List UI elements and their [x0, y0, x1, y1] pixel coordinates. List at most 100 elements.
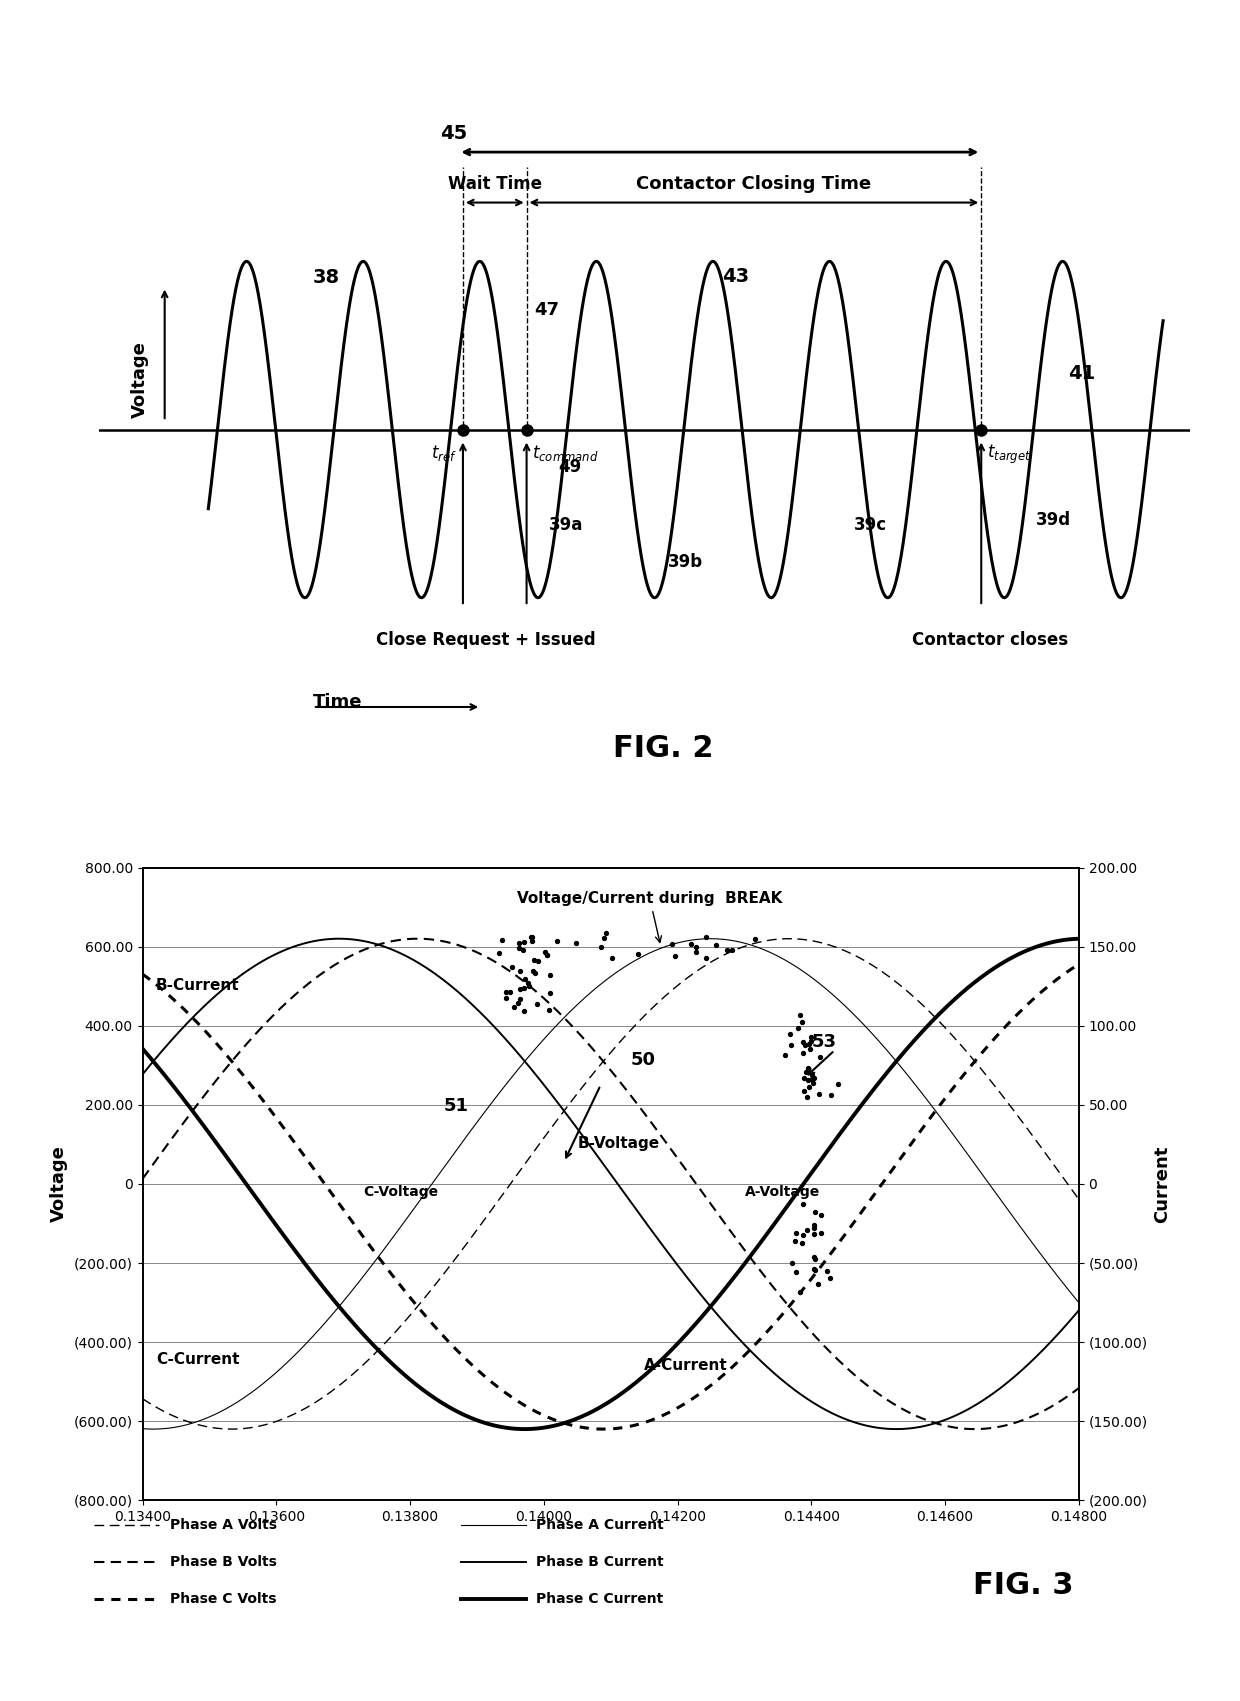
Point	[527, 990, 547, 1017]
Point	[805, 1245, 825, 1272]
Point	[696, 924, 715, 951]
Point	[801, 1065, 821, 1092]
Point	[794, 1027, 813, 1055]
Text: $t_{ref}$: $t_{ref}$	[430, 444, 456, 463]
Text: A-Voltage: A-Voltage	[744, 1186, 820, 1199]
Point	[801, 1024, 821, 1051]
Point	[797, 1067, 817, 1094]
Point	[811, 1203, 831, 1230]
Text: 53: 53	[811, 1034, 836, 1051]
Point	[528, 947, 548, 975]
Point	[805, 1255, 825, 1283]
Text: Voltage/Current during  BREAK: Voltage/Current during BREAK	[517, 891, 782, 942]
Text: 50: 50	[631, 1051, 656, 1070]
Point	[502, 953, 522, 980]
Point	[534, 937, 554, 964]
Text: Contactor Closing Time: Contactor Closing Time	[636, 175, 872, 194]
Point	[594, 924, 614, 951]
Point	[794, 1039, 813, 1067]
Point	[810, 1044, 830, 1072]
Point	[781, 1031, 801, 1058]
Text: 45: 45	[440, 124, 467, 143]
Point	[686, 934, 706, 961]
Point	[800, 1073, 820, 1101]
Point	[496, 985, 516, 1012]
Point	[807, 1271, 827, 1298]
Point	[595, 920, 615, 947]
Point	[627, 941, 647, 968]
Point	[518, 970, 538, 997]
Text: Phase A Volts: Phase A Volts	[170, 1517, 277, 1531]
Text: 38: 38	[312, 269, 340, 287]
Point	[696, 944, 715, 971]
Point	[808, 1080, 828, 1107]
Point	[800, 1034, 820, 1061]
Text: 41: 41	[1068, 364, 1095, 383]
Point	[523, 958, 543, 985]
Point	[792, 1221, 812, 1249]
Text: 39c: 39c	[854, 517, 887, 534]
Point	[795, 1031, 815, 1058]
Point	[805, 1065, 825, 1092]
Point	[794, 1191, 813, 1218]
Point	[537, 942, 557, 970]
Text: Close Request + Issued: Close Request + Issued	[376, 631, 595, 648]
Point	[804, 1215, 823, 1242]
Text: 39d: 39d	[1035, 512, 1071, 529]
Y-axis label: Current: Current	[1153, 1145, 1172, 1223]
Point	[790, 1279, 810, 1306]
Point	[538, 997, 558, 1024]
Text: 43: 43	[722, 267, 749, 286]
Point	[722, 937, 742, 964]
Point	[687, 939, 707, 966]
Text: $t_{target}$: $t_{target}$	[987, 442, 1032, 466]
Point	[508, 988, 528, 1015]
Point	[662, 930, 682, 958]
Point	[799, 1031, 818, 1058]
Point	[782, 1250, 802, 1277]
Point	[717, 936, 737, 963]
Point	[786, 1259, 806, 1286]
Point	[794, 1077, 813, 1104]
Point	[525, 946, 544, 973]
Point	[806, 1257, 826, 1284]
Point	[500, 978, 520, 1005]
Text: FIG. 2: FIG. 2	[613, 735, 713, 764]
Point	[805, 1243, 825, 1271]
Point	[565, 929, 585, 956]
Point	[521, 924, 541, 951]
Point	[802, 1061, 822, 1089]
Point	[547, 927, 567, 954]
Point	[513, 937, 533, 964]
Text: 51: 51	[444, 1097, 469, 1114]
Point	[511, 985, 531, 1012]
Point	[539, 961, 559, 988]
Point	[817, 1257, 837, 1284]
Text: Voltage: Voltage	[131, 340, 149, 417]
Point	[797, 1084, 817, 1111]
Text: 39a: 39a	[549, 517, 584, 534]
Point	[791, 1009, 811, 1036]
Point	[794, 1065, 813, 1092]
Point	[775, 1041, 795, 1068]
Point	[789, 1014, 808, 1041]
Point	[785, 1228, 805, 1255]
Point	[522, 927, 542, 954]
Text: 39b: 39b	[667, 553, 703, 572]
Point	[706, 930, 725, 958]
Point	[537, 942, 557, 970]
Point	[603, 944, 622, 971]
Point	[797, 1216, 817, 1243]
Point	[828, 1070, 848, 1097]
Point	[801, 1027, 821, 1055]
Point	[513, 975, 533, 1002]
Point	[492, 925, 512, 953]
Point	[786, 1220, 806, 1247]
Point	[799, 1055, 818, 1082]
Point	[591, 934, 611, 961]
Text: Phase C Volts: Phase C Volts	[170, 1592, 277, 1606]
Point	[780, 1021, 800, 1048]
Point	[526, 959, 546, 987]
Point	[513, 997, 533, 1024]
Point	[496, 978, 516, 1005]
